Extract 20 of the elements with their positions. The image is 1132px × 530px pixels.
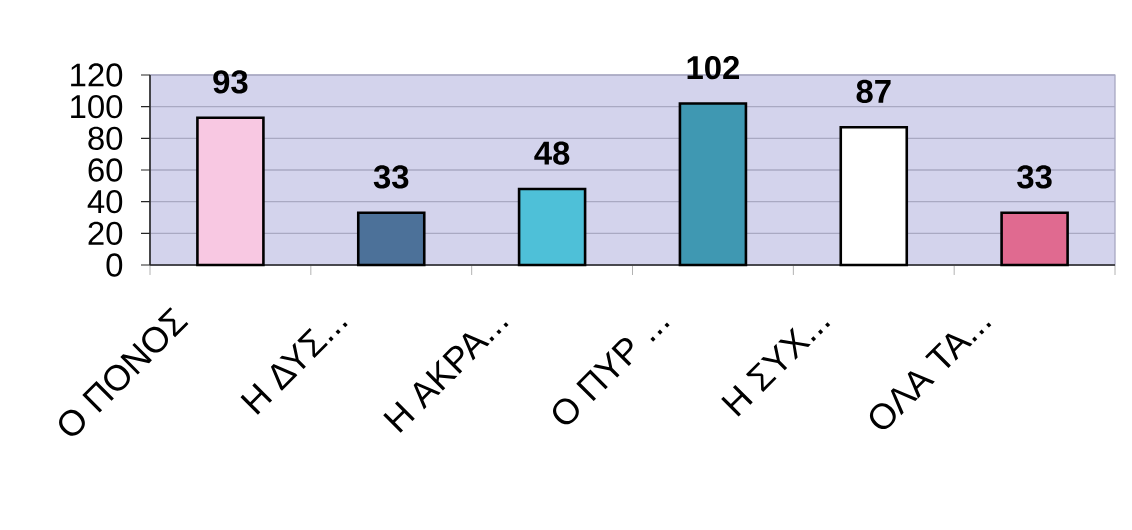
data-label: 102 — [687, 56, 740, 80]
data-label: 33 — [1017, 165, 1052, 189]
bar — [356, 211, 426, 267]
bar — [839, 125, 909, 267]
data-label: 48 — [534, 141, 570, 165]
y-tick-label: 60 — [88, 158, 123, 182]
y-tick-label: 20 — [88, 221, 123, 245]
bar — [1000, 211, 1069, 267]
y-tick-label: 80 — [88, 126, 123, 150]
bar — [678, 102, 748, 267]
bar — [517, 187, 587, 267]
data-label: 93 — [213, 70, 248, 94]
data-label: 87 — [856, 79, 891, 104]
y-tick-label: 40 — [87, 190, 123, 214]
y-tick-label: 100 — [71, 95, 123, 119]
bar — [196, 116, 265, 267]
x-tick-label: ΟΛΑ ΤΑ... — [869, 322, 992, 430]
y-tick-label: 0 — [106, 253, 123, 277]
y-tick-label: 120 — [71, 63, 123, 87]
data-label: 33 — [373, 165, 409, 189]
